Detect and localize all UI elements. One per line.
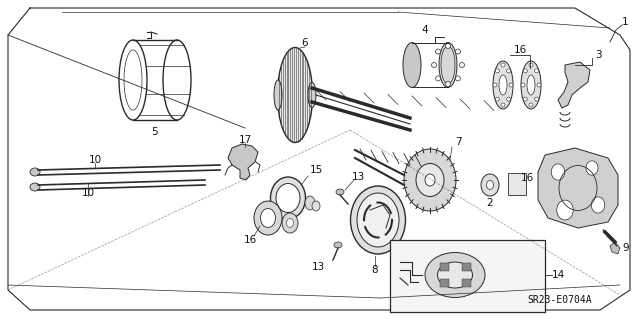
Circle shape: [537, 83, 541, 87]
Polygon shape: [538, 148, 618, 228]
Ellipse shape: [308, 83, 316, 108]
Text: SR23-E0704A: SR23-E0704A: [528, 295, 592, 305]
Text: 4: 4: [422, 25, 428, 35]
Text: 13: 13: [351, 172, 365, 182]
Ellipse shape: [425, 253, 485, 298]
Circle shape: [456, 49, 460, 54]
Ellipse shape: [305, 196, 315, 210]
Text: 3: 3: [595, 50, 602, 60]
Text: 8: 8: [372, 265, 378, 275]
Circle shape: [445, 43, 451, 48]
Ellipse shape: [586, 161, 598, 175]
Ellipse shape: [499, 75, 507, 95]
Circle shape: [460, 63, 465, 68]
Ellipse shape: [351, 186, 406, 254]
Ellipse shape: [287, 219, 294, 227]
Circle shape: [534, 97, 539, 101]
Circle shape: [529, 63, 533, 67]
Text: 16: 16: [520, 173, 534, 183]
Ellipse shape: [274, 80, 282, 110]
Text: 13: 13: [312, 262, 324, 272]
Polygon shape: [558, 62, 590, 108]
Ellipse shape: [481, 174, 499, 196]
Circle shape: [521, 83, 525, 87]
Bar: [461, 263, 470, 271]
Bar: [508, 173, 526, 195]
Text: 16: 16: [513, 45, 527, 55]
Ellipse shape: [416, 164, 444, 197]
Ellipse shape: [486, 181, 493, 189]
Ellipse shape: [438, 262, 472, 288]
Text: 9: 9: [623, 243, 629, 253]
Bar: [440, 263, 449, 271]
Polygon shape: [228, 144, 258, 180]
Circle shape: [524, 97, 527, 101]
Ellipse shape: [334, 242, 342, 248]
Text: 16: 16: [243, 235, 257, 245]
Ellipse shape: [425, 174, 435, 186]
Circle shape: [456, 76, 460, 81]
Ellipse shape: [312, 201, 320, 211]
Ellipse shape: [591, 197, 605, 213]
Ellipse shape: [282, 213, 298, 233]
Ellipse shape: [276, 183, 300, 212]
Text: 15: 15: [309, 165, 323, 175]
Circle shape: [445, 81, 451, 86]
Ellipse shape: [336, 189, 344, 195]
Ellipse shape: [357, 193, 399, 247]
Ellipse shape: [493, 61, 513, 109]
Circle shape: [507, 69, 511, 73]
Text: 10: 10: [81, 188, 95, 198]
Text: 14: 14: [552, 270, 564, 280]
Circle shape: [436, 49, 440, 54]
Circle shape: [507, 97, 511, 101]
Text: 6: 6: [301, 38, 308, 48]
Polygon shape: [610, 242, 620, 254]
Circle shape: [501, 63, 505, 67]
Bar: [440, 279, 449, 287]
Circle shape: [436, 76, 440, 81]
Circle shape: [495, 97, 499, 101]
Ellipse shape: [557, 200, 573, 220]
Circle shape: [431, 63, 436, 68]
Ellipse shape: [551, 164, 564, 180]
Circle shape: [524, 69, 527, 73]
Ellipse shape: [403, 42, 421, 87]
Ellipse shape: [254, 201, 282, 235]
Ellipse shape: [30, 183, 40, 191]
Ellipse shape: [278, 48, 312, 143]
Circle shape: [501, 103, 505, 107]
Bar: [461, 279, 470, 287]
Ellipse shape: [271, 177, 305, 219]
Text: 1: 1: [621, 17, 628, 27]
Circle shape: [529, 103, 533, 107]
Ellipse shape: [521, 61, 541, 109]
Text: 7: 7: [454, 137, 461, 147]
FancyBboxPatch shape: [390, 240, 545, 312]
Text: 10: 10: [88, 155, 102, 165]
Ellipse shape: [404, 149, 456, 211]
Ellipse shape: [439, 42, 457, 87]
Circle shape: [493, 83, 497, 87]
Circle shape: [534, 69, 539, 73]
Text: 5: 5: [152, 127, 158, 137]
Ellipse shape: [527, 75, 535, 95]
Circle shape: [509, 83, 513, 87]
Text: 2: 2: [486, 198, 493, 208]
Ellipse shape: [260, 209, 275, 227]
Ellipse shape: [30, 168, 40, 176]
Circle shape: [495, 69, 499, 73]
Text: 17: 17: [238, 135, 252, 145]
